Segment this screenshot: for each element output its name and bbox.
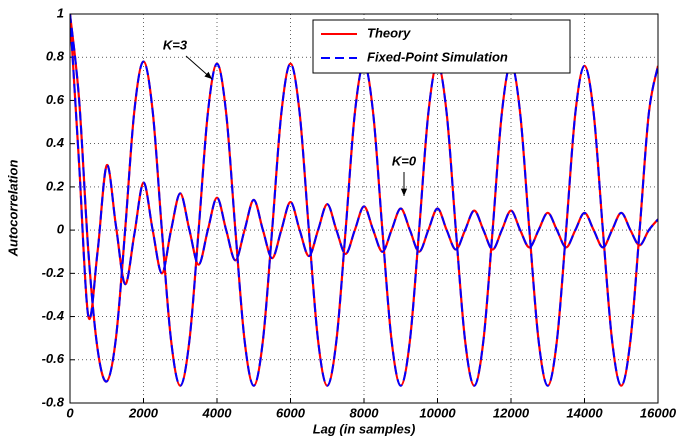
- annotation: K=3: [163, 37, 188, 52]
- line-series: [70, 14, 658, 320]
- annotation: K=0: [392, 153, 417, 168]
- x-tick-label: 6000: [276, 405, 306, 420]
- y-tick-label: 0.4: [46, 135, 65, 150]
- y-axis-label: Autocorrelation: [5, 160, 20, 258]
- legend-label: Fixed-Point Simulation: [367, 49, 508, 64]
- x-tick-label: 2000: [128, 405, 159, 420]
- legend-box: [312, 19, 571, 74]
- annotation-arrowhead: [204, 71, 212, 79]
- y-tick-label: -0.2: [42, 265, 65, 280]
- x-tick-label: 0: [66, 405, 74, 420]
- y-tick-label: 0.6: [46, 92, 65, 107]
- x-axis-label: Lag (in samples): [313, 421, 416, 436]
- y-tick-label: 0: [57, 222, 65, 237]
- x-tick-label: 10000: [419, 405, 456, 420]
- y-tick-label: 0.2: [46, 178, 65, 193]
- y-tick-label: -0.6: [42, 351, 65, 366]
- y-tick-label: 0.8: [46, 49, 65, 64]
- x-tick-label: 4000: [202, 405, 233, 420]
- x-tick-label: 16000: [640, 405, 677, 420]
- legend-label: Theory: [367, 25, 411, 40]
- x-tick-label: 8000: [350, 405, 380, 420]
- y-tick-label: 1: [57, 5, 64, 20]
- x-tick-label: 14000: [566, 405, 603, 420]
- y-tick-label: -0.4: [42, 308, 65, 323]
- y-tick-label: -0.8: [42, 394, 65, 409]
- annotation-arrowhead: [400, 188, 408, 196]
- plot-frame: [69, 13, 659, 404]
- x-tick-label: 12000: [493, 405, 530, 420]
